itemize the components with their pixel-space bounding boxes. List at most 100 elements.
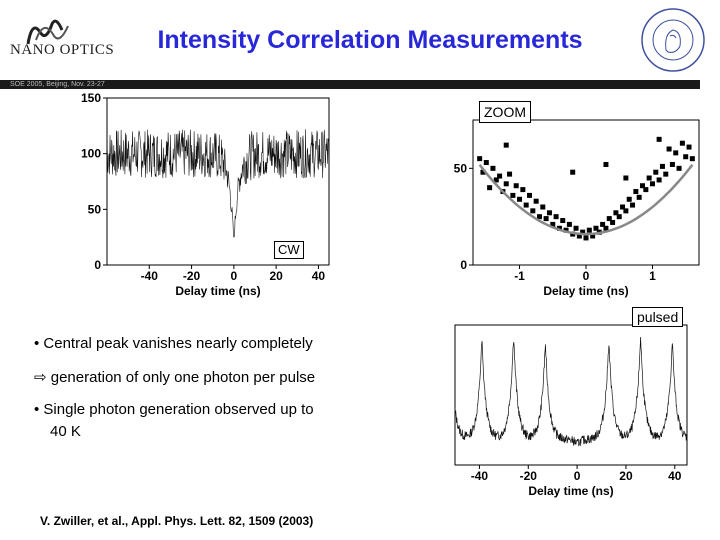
data-point (487, 185, 493, 191)
data-point (600, 221, 606, 227)
data-point (563, 227, 569, 233)
data-point (630, 202, 636, 208)
data-point (556, 225, 562, 231)
cw-chart: -40 -20 0 20 40 0 50 100 150 Delay time (ns) (81, 91, 330, 298)
data-point (643, 187, 649, 193)
bullet-3-line-1: • Single photon generation observed up t… (34, 401, 314, 418)
data-point (620, 204, 626, 210)
data-point (543, 216, 549, 222)
data-point (560, 218, 566, 224)
citation: V. Zwiller, et al., Appl. Phys. Lett. 82… (40, 514, 314, 528)
y-tick-label: 0 (94, 258, 101, 272)
x-tick-label: 0 (231, 269, 238, 283)
bullet-2: ⇨ generation of only one photon per puls… (34, 368, 315, 386)
y-tick-label: 0 (460, 258, 467, 272)
data-point (493, 177, 499, 183)
data-point (533, 198, 539, 204)
x-tick-label: -1 (514, 269, 525, 283)
data-point (566, 221, 572, 227)
x-tick-label: 0 (574, 469, 581, 483)
data-point (536, 214, 542, 220)
data-point (570, 169, 576, 175)
x-tick-label: 20 (619, 469, 633, 483)
x-axis-label: Delay time (ns) (543, 284, 628, 298)
data-point (510, 192, 516, 198)
x-tick-label: 40 (312, 269, 326, 283)
plot-frame (454, 324, 688, 466)
data-point (586, 227, 592, 233)
data-point (626, 196, 632, 202)
data-point (606, 216, 612, 222)
x-tick-label: 1 (649, 269, 656, 283)
bullet-2-text: generation of only one photon per pulse (50, 369, 316, 386)
data-point (649, 181, 655, 187)
data-point (610, 219, 616, 225)
data-point (576, 233, 582, 239)
x-tick-label: -40 (471, 469, 489, 483)
data-point (553, 214, 559, 220)
data-point (646, 175, 652, 181)
data-point (636, 194, 642, 200)
conference-text: SOE 2005, Beijing, Nov. 23-27 (10, 81, 105, 88)
plot-frame (106, 97, 330, 266)
data-point (653, 169, 659, 175)
data-point (497, 173, 503, 179)
fit-curve (478, 164, 694, 236)
x-tick-label: 0 (583, 269, 590, 283)
data-point (580, 229, 586, 235)
plot-frame (472, 119, 700, 266)
x-tick-label: 20 (269, 269, 283, 283)
data-point (477, 156, 483, 162)
data-point (673, 150, 679, 156)
bullet-1: • Central peak vanishes nearly completel… (34, 335, 313, 352)
x-tick-label: -20 (520, 469, 538, 483)
x-axis-label: Delay time (ns) (175, 284, 260, 298)
data-point (603, 225, 609, 231)
slide-title: Intensity Correlation Measurements (157, 26, 583, 54)
header-bar (0, 80, 700, 89)
data-point (503, 142, 509, 148)
x-tick-label: -40 (141, 269, 159, 283)
data-point (669, 161, 675, 167)
pulsed-chart: -40 -20 0 20 40 Delay time (ns) (454, 324, 688, 498)
data-point (517, 196, 523, 202)
x-tick-label: 40 (668, 469, 682, 483)
university-seal (641, 8, 705, 72)
data-point (663, 171, 669, 177)
pulsed-label: pulsed (632, 307, 684, 327)
zoom-chart: -1 0 1 0 50 Delay time (ns) (454, 119, 700, 298)
y-tick-label: 50 (88, 202, 102, 216)
data-point (490, 165, 496, 171)
data-point (507, 171, 513, 177)
data-point (623, 175, 629, 181)
data-point (527, 192, 532, 198)
y-tick-label: 100 (81, 147, 101, 161)
data-point (683, 154, 689, 160)
data-point (540, 204, 546, 210)
data-point (633, 189, 639, 195)
data-point (603, 161, 609, 167)
cw-trace (106, 129, 330, 238)
zoom-label: ZOOM (479, 101, 531, 123)
pulsed-trace (454, 336, 688, 447)
data-point (640, 183, 645, 189)
data-point (656, 136, 662, 142)
data-point (546, 210, 552, 216)
x-axis-label: Delay time (ns) (528, 484, 613, 498)
data-point (550, 221, 556, 227)
data-point (616, 214, 622, 220)
data-point (583, 235, 589, 241)
cw-label: CW (274, 241, 304, 259)
logo-text: NANO OPTICS (10, 42, 115, 58)
bullet-3-line-2: 40 K (50, 423, 81, 440)
data-point (679, 140, 685, 146)
data-point (689, 156, 695, 162)
data-point (503, 181, 509, 187)
y-tick-label: 150 (81, 91, 101, 105)
data-point (520, 187, 526, 193)
y-tick-label: 50 (454, 161, 468, 175)
x-tick-label: -20 (183, 269, 201, 283)
data-point (666, 146, 672, 152)
data-point (513, 183, 519, 189)
data-point (573, 225, 579, 231)
